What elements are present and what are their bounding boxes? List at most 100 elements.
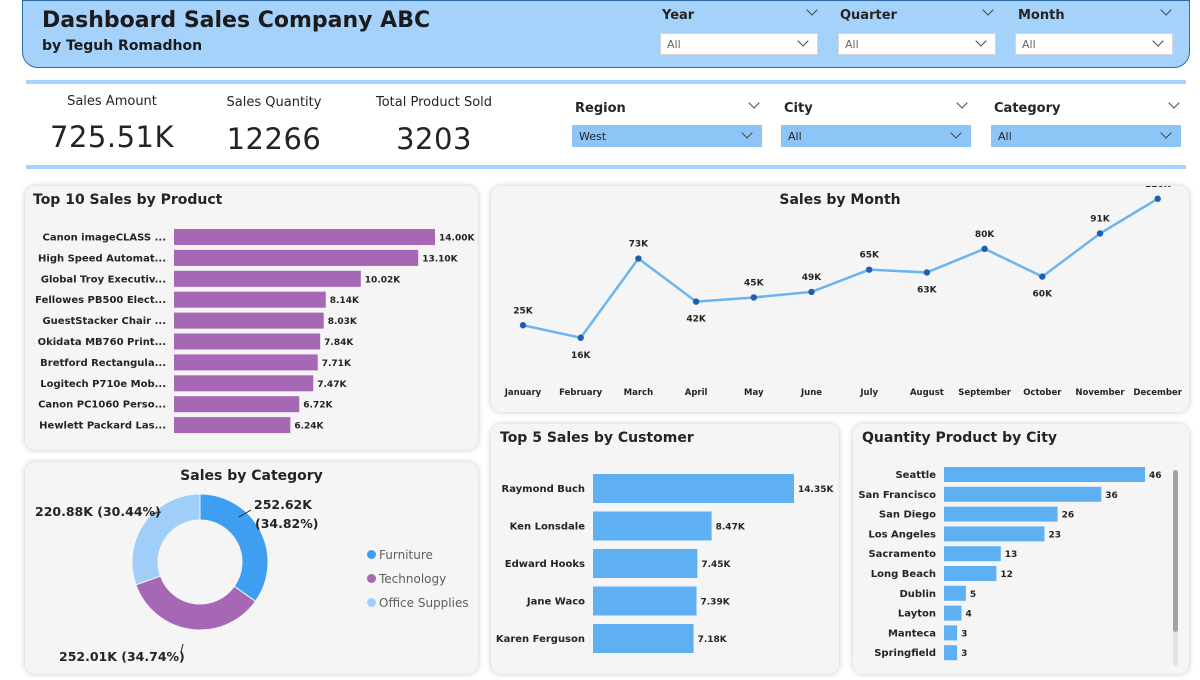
bar-value-label: 7.84K bbox=[324, 338, 354, 348]
leader-line bbox=[238, 509, 252, 518]
bar-category-label: Dublin bbox=[899, 589, 936, 600]
sales-by-category-title: Sales by Category bbox=[180, 468, 323, 484]
kpi-sales-amount-label: Sales Amount bbox=[67, 94, 157, 109]
year-dropdown-value: All bbox=[667, 38, 681, 51]
city-slicer-label: City bbox=[784, 101, 813, 116]
category-slicer-label: Category bbox=[994, 101, 1061, 116]
bar-value-label: 7.18K bbox=[698, 635, 728, 645]
bar bbox=[593, 474, 794, 503]
legend-furniture[interactable]: Furniture bbox=[367, 548, 433, 562]
bar-category-label: Logitech P710e Mob... bbox=[40, 379, 166, 390]
kpi-total-product-sold-label: Total Product Sold bbox=[375, 95, 493, 110]
chevron-down-icon bbox=[741, 127, 753, 139]
bar bbox=[174, 417, 291, 434]
bar-value-label: 5 bbox=[970, 590, 976, 600]
sales-line bbox=[522, 197, 1159, 340]
donut-label-furniture: 252.62K (34.82%) bbox=[254, 495, 319, 533]
legend-office-supplies[interactable]: Office Supplies bbox=[367, 596, 469, 610]
month-tick-label: September bbox=[958, 388, 1012, 398]
chevron-down-icon bbox=[1152, 35, 1164, 47]
bar-category-label: Springfield bbox=[874, 648, 936, 659]
bar bbox=[593, 624, 694, 653]
page-title: Dashboard Sales Company ABC bbox=[42, 8, 431, 33]
kpi-sales-amount-value: 725.51K bbox=[50, 120, 174, 154]
data-point bbox=[1154, 195, 1161, 202]
bar bbox=[944, 625, 958, 641]
city-dropdown[interactable]: All bbox=[781, 125, 971, 147]
bar bbox=[593, 586, 697, 616]
month-dropdown[interactable]: All bbox=[1015, 33, 1173, 55]
bar-category-label: Sacramento bbox=[868, 549, 936, 560]
bar-value-label: 8.47K bbox=[716, 523, 746, 533]
bar bbox=[944, 506, 1058, 522]
data-point bbox=[750, 294, 757, 301]
category-dropdown-value: All bbox=[998, 130, 1012, 143]
top-products-card: Top 10 Sales by Product Canon imageCLASS… bbox=[25, 186, 478, 450]
bar-category-label: Bretford Rectangula... bbox=[40, 358, 166, 369]
bar bbox=[174, 229, 435, 245]
bar-category-label: Canon PC1060 Perso... bbox=[38, 400, 166, 411]
quarter-dropdown[interactable]: All bbox=[838, 33, 996, 55]
data-point bbox=[981, 245, 988, 252]
sales-by-month-card: Sales by Month 25K January 16K February 73K M… bbox=[491, 186, 1189, 412]
bar-value-label: 7.71K bbox=[322, 359, 352, 369]
chevron-down-icon bbox=[797, 35, 809, 47]
top-products-chart: Canon imageCLASS ... 14.00K High Speed Aut… bbox=[35, 229, 475, 434]
data-label: 25K bbox=[513, 306, 534, 316]
year-dropdown[interactable]: All bbox=[660, 33, 818, 55]
month-tick-label: January bbox=[504, 388, 542, 398]
category-dropdown[interactable]: All bbox=[991, 125, 1181, 147]
data-label: 65K bbox=[859, 251, 880, 261]
city-quantity-chart: Seattle 46 San Francisco 36 San Diego 26 Los A… bbox=[858, 467, 1162, 661]
bar-value-label: 12 bbox=[1000, 570, 1013, 580]
data-label: 116K bbox=[1145, 186, 1172, 190]
bar bbox=[593, 511, 712, 541]
data-label: 16K bbox=[571, 351, 592, 361]
city-dropdown-value: All bbox=[788, 130, 802, 143]
leader-line bbox=[150, 511, 162, 515]
bar bbox=[944, 526, 1045, 542]
month-dropdown-value: All bbox=[1022, 38, 1036, 51]
data-point bbox=[923, 269, 931, 276]
bar-category-label: Ken Lonsdale bbox=[510, 522, 586, 533]
legend-dot bbox=[367, 550, 376, 559]
chevron-down-icon[interactable] bbox=[748, 97, 760, 109]
chevron-down-icon[interactable] bbox=[1168, 97, 1180, 109]
data-point bbox=[577, 334, 584, 341]
bar bbox=[944, 467, 1145, 482]
data-label: 45K bbox=[744, 278, 765, 288]
bar-value-label: 13.10K bbox=[422, 254, 458, 264]
bar-value-label: 7.47K bbox=[317, 380, 347, 390]
bar bbox=[174, 291, 326, 308]
bar-value-label: 6.72K bbox=[303, 401, 333, 411]
bar-value-label: 36 bbox=[1105, 491, 1118, 501]
data-point bbox=[635, 255, 642, 262]
bar-value-label: 4 bbox=[965, 610, 971, 620]
bar bbox=[593, 549, 698, 578]
chevron-down-icon[interactable] bbox=[956, 97, 968, 109]
bar-category-label: GuestStacker Chair ... bbox=[42, 316, 166, 327]
bar-category-label: Manteca bbox=[888, 628, 936, 639]
data-label: 60K bbox=[1033, 290, 1054, 300]
bar bbox=[174, 270, 361, 287]
bar-category-label: Global Troy Executiv... bbox=[41, 274, 166, 285]
bar-category-label: San Diego bbox=[879, 510, 936, 521]
bar bbox=[944, 486, 1102, 502]
month-tick-label: June bbox=[800, 388, 822, 398]
region-dropdown[interactable]: West bbox=[572, 125, 762, 147]
legend-technology[interactable]: Technology bbox=[367, 572, 446, 586]
data-point bbox=[519, 322, 527, 329]
chevron-down-icon bbox=[950, 127, 962, 139]
donut-label-furniture-value: 252.62K bbox=[254, 497, 312, 512]
bar-value-label: 46 bbox=[1149, 471, 1162, 481]
divider bbox=[26, 165, 1186, 169]
bar-value-label: 10.02K bbox=[365, 275, 401, 285]
bar-category-label: Karen Ferguson bbox=[496, 634, 585, 645]
bar-value-label: 23 bbox=[1049, 530, 1062, 540]
top-customers-card: Top 5 Sales by Customer Raymond Buch 14.3… bbox=[491, 424, 839, 674]
city-chart-scrollbar-thumb[interactable] bbox=[1173, 470, 1178, 632]
bar-value-label: 8.14K bbox=[330, 296, 360, 306]
bar bbox=[174, 396, 300, 413]
data-label: 42K bbox=[686, 315, 707, 325]
quarter-slicer-label: Quarter bbox=[840, 8, 897, 23]
